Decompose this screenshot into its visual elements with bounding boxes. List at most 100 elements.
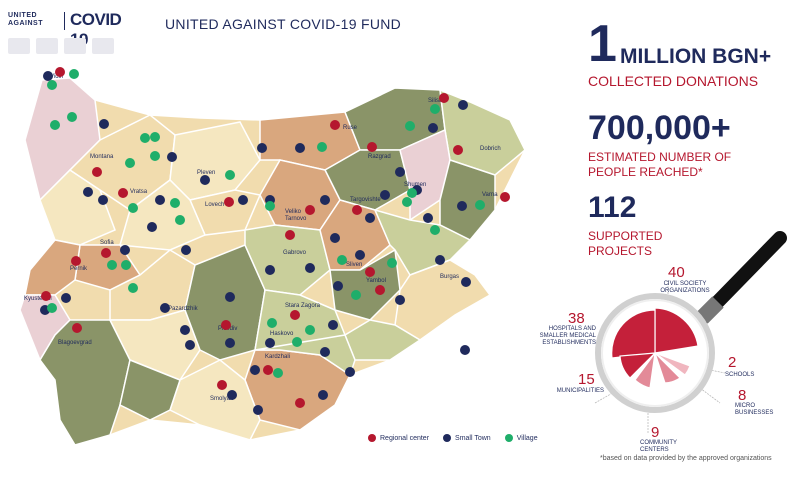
marker-small-town <box>395 295 405 305</box>
marker-regional-center <box>305 205 315 215</box>
marker-village <box>170 198 180 208</box>
marker-small-town <box>328 320 338 330</box>
marker-small-town <box>330 233 340 243</box>
logo: UNITED AGAINST COVID 19 <box>8 10 138 70</box>
city-label-sofia: Sofia <box>100 240 114 246</box>
wedge-hospitals <box>611 309 656 359</box>
breakdown-community-line2: CENTERS <box>640 447 669 453</box>
marker-village <box>69 69 79 79</box>
region-smolyan <box>169 359 261 441</box>
legend-dot-red <box>368 434 376 442</box>
legend-label: Small Town <box>455 434 491 442</box>
marker-village <box>292 337 302 347</box>
region-varna <box>439 159 496 241</box>
marker-village <box>140 133 150 143</box>
breakdown-hospitals-line1: HOSPITALS AND <box>548 326 596 332</box>
marker-small-town <box>333 281 343 291</box>
city-label-shumen: Shumen <box>404 182 426 188</box>
city-label-pleven: Pleven <box>197 170 215 176</box>
breakdown-civil-value: 40 <box>668 264 685 281</box>
marker-small-town <box>460 345 470 355</box>
marker-regional-center <box>352 205 362 215</box>
city-label-burgas: Burgas <box>440 274 459 280</box>
marker-small-town <box>320 195 330 205</box>
marker-regional-center <box>71 256 81 266</box>
city-label-smolyan: Smolyan <box>210 396 233 402</box>
marker-regional-center <box>221 320 231 330</box>
breakdown-community-value: 9 <box>651 424 660 441</box>
partner-logos <box>8 38 138 58</box>
footnote: *based on data provided by the approved … <box>600 455 772 462</box>
stat-reach-label-2: PEOPLE REACHED* <box>588 165 703 179</box>
marker-small-town <box>318 390 328 400</box>
marker-small-town <box>295 143 305 153</box>
marker-village <box>225 170 235 180</box>
breakdown-magnifier <box>594 231 787 433</box>
region-gabrovo <box>244 224 331 296</box>
wedge-micro-businesses <box>654 352 681 384</box>
marker-regional-center <box>290 310 300 320</box>
marker-small-town <box>185 340 195 350</box>
marker-regional-center <box>439 93 449 103</box>
marker-small-town <box>355 250 365 260</box>
marker-regional-center <box>500 192 510 202</box>
stat-reach-label: ESTIMATED NUMBER OF <box>588 150 732 164</box>
wedge-community-centers <box>634 352 656 389</box>
marker-regional-center <box>92 167 102 177</box>
stat-projects-value: 112 <box>588 191 637 224</box>
breakdown-micro-value: 8 <box>738 387 747 404</box>
city-label-veliko: Veliko <box>285 209 302 215</box>
marker-small-town <box>458 100 468 110</box>
stat-donations-unit: MILLION BGN+ <box>620 45 772 68</box>
breakdown-micro-label: MICRO BUSINESSES <box>735 403 773 417</box>
legend-dot-green <box>504 434 513 442</box>
marker-regional-center <box>118 188 128 198</box>
marker-regional-center <box>295 398 305 408</box>
stat-projects-label: SUPPORTED <box>588 229 663 243</box>
breakdown-micro-line1: MICRO <box>735 403 755 409</box>
marker-small-town <box>43 71 53 81</box>
breakdown-civil-line1: CIVIL SOCIETY <box>663 281 707 287</box>
marker-village <box>67 112 77 122</box>
marker-regional-center <box>55 67 65 77</box>
marker-small-town <box>320 347 330 357</box>
page-title: UNITED AGAINST COVID-19 FUND <box>165 16 402 32</box>
marker-regional-center <box>72 323 82 333</box>
city-label-sliven: Sliven <box>346 262 362 268</box>
city-label-dobrich: Dobrich <box>480 146 501 152</box>
city-label-vratsa: Vratsa <box>130 189 148 195</box>
marker-regional-center <box>41 291 51 301</box>
marker-small-town <box>305 263 315 273</box>
city-label-pernik: Pernik <box>70 266 88 272</box>
marker-village <box>121 260 131 270</box>
city-label-kyustendil: Kyustendil <box>24 296 52 302</box>
legend-dot-navy <box>443 434 452 442</box>
marker-small-town <box>265 265 275 275</box>
marker-small-town <box>345 367 355 377</box>
marker-small-town <box>257 143 267 153</box>
marker-small-town <box>238 195 248 205</box>
marker-small-town <box>250 365 260 375</box>
partner-logo-4 <box>92 38 114 54</box>
city-label-stara-zagora: Stara Zagora <box>285 303 321 309</box>
marker-regional-center <box>224 197 234 207</box>
breakdown-municipalities-value: 15 <box>578 371 595 388</box>
city-label-vidin: Vidin <box>50 74 63 80</box>
breakdown-schools-label: SCHOOLS <box>725 372 755 378</box>
marker-village <box>265 201 275 211</box>
city-label-varna: Varna <box>482 192 498 198</box>
magnifier-collar <box>696 296 724 324</box>
marker-village <box>337 255 347 265</box>
marker-regional-center <box>285 230 295 240</box>
marker-village <box>475 200 485 210</box>
marker-small-town <box>225 338 235 348</box>
marker-regional-center <box>330 120 340 130</box>
city-label-kardzhali: Kardzhali <box>265 354 290 360</box>
marker-village <box>351 290 361 300</box>
city-label-targovishte: Targovishte <box>350 197 381 203</box>
legend-item-small-town: Small Town <box>443 434 491 442</box>
guide-line-micro <box>699 387 721 404</box>
marker-regional-center <box>263 365 273 375</box>
magnifier-lens-inner <box>601 299 709 407</box>
marker-small-town <box>99 119 109 129</box>
